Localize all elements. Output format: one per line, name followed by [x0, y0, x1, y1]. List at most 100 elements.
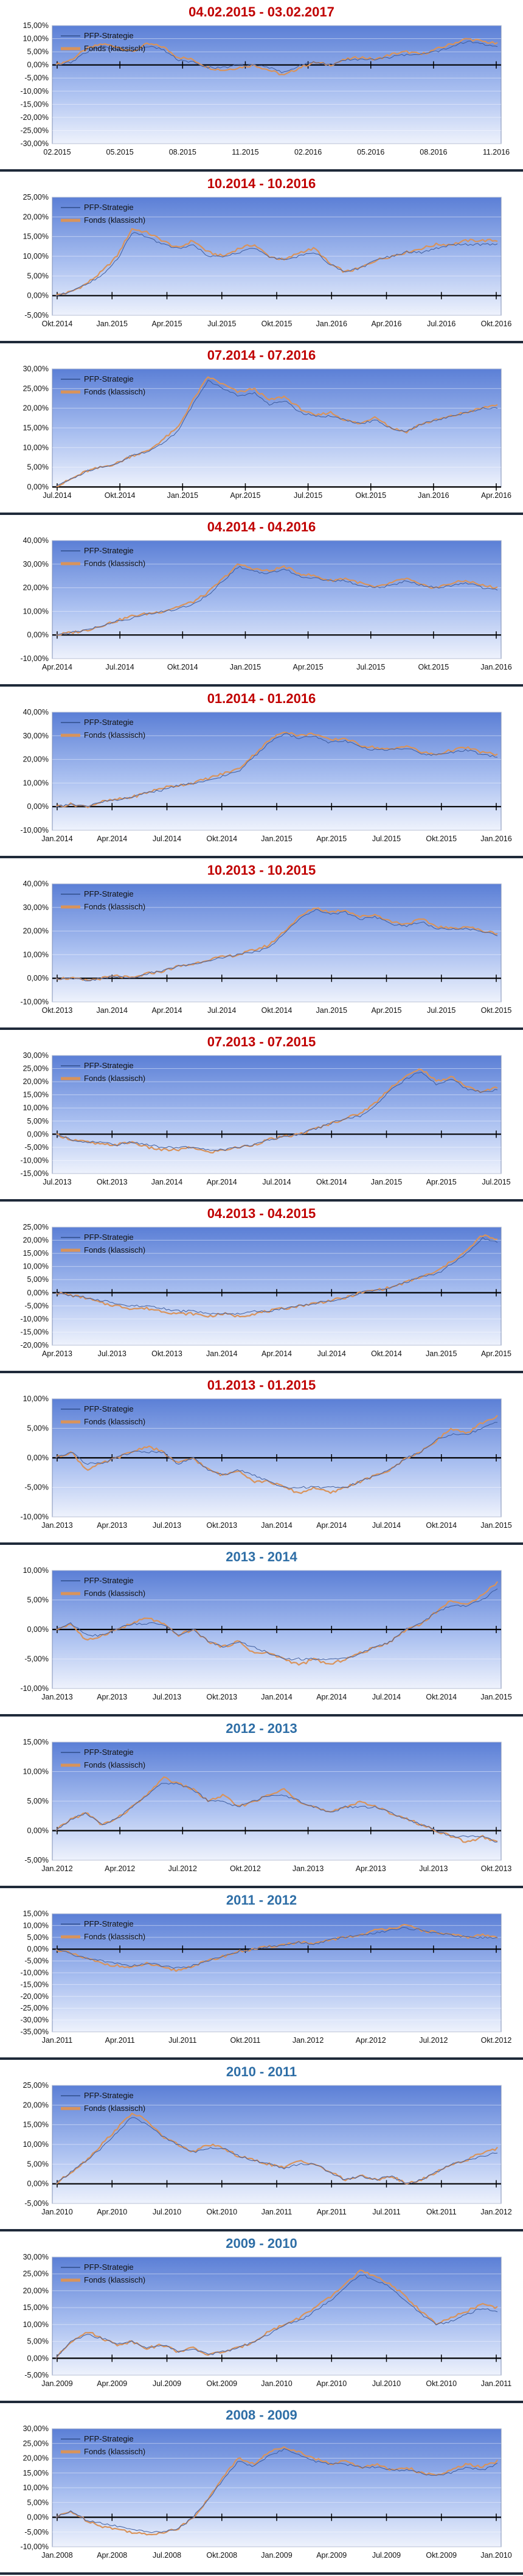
- x-tick-label: 02.2016: [294, 148, 322, 156]
- x-tick-label: Jul.2013: [98, 1349, 126, 1358]
- x-tick-label: Apr.2010: [97, 2208, 127, 2216]
- y-tick-label: 10,00%: [23, 1566, 49, 1575]
- x-tick-label: Apr.2015: [230, 491, 260, 500]
- y-tick-label: 5,00%: [27, 1275, 49, 1284]
- x-tick-label: Jul.2015: [294, 491, 322, 500]
- x-tick-label: 11.2015: [232, 148, 258, 156]
- chart-svg: 07.2014 - 07.2016 30,00% 25,00% 20,00% 15,00…: [23, 348, 511, 500]
- series-line: [55, 2448, 498, 2533]
- x-tick-label: Jul.2014: [262, 1178, 291, 1186]
- y-tick-label: 0,00%: [27, 292, 49, 300]
- x-tick-label: Jan.2014: [151, 1178, 182, 1186]
- x-tick-label: Jan.2015: [480, 1693, 511, 1701]
- x-tick-label: Jul.2009: [153, 2379, 181, 2388]
- x-tick-label: Jan.2013: [293, 1864, 324, 1873]
- y-tick-label: 25,00%: [23, 2081, 49, 2090]
- y-tick-label: 15,00%: [23, 2121, 49, 2129]
- y-tick-label: -5,00%: [24, 2371, 49, 2379]
- y-tick-label: -10,00%: [20, 1156, 49, 1164]
- x-tick-label: Apr.2014: [207, 1178, 237, 1186]
- chart-panel: 04.2013 - 04.2015 25,00% 20,00% 15,00% 10,00…: [0, 1202, 523, 1373]
- x-tick-label: Apr.2010: [316, 2379, 347, 2388]
- x-tick-label: Apr.2013: [356, 1864, 386, 1873]
- series-line: [55, 563, 498, 636]
- legend-label: Fonds (klassisch): [84, 215, 145, 225]
- y-tick-label: 5,00%: [27, 1424, 49, 1433]
- legend: PFP-Strategie Fonds (klassisch): [61, 1404, 145, 1426]
- legend: PFP-Strategie Fonds (klassisch): [61, 889, 145, 911]
- x-tick-label: Apr.2016: [481, 491, 511, 500]
- plot-area: [52, 1741, 502, 1861]
- y-tick-label: 0,00%: [27, 2180, 49, 2188]
- y-tick-label: 10,00%: [23, 1104, 49, 1112]
- legend-label: PFP-Strategie: [84, 1576, 134, 1585]
- chart-panel: 07.2014 - 07.2016 30,00% 25,00% 20,00% 15,00…: [0, 343, 523, 515]
- x-tick-label: 08.2015: [169, 148, 196, 156]
- series-line: [55, 1581, 498, 1666]
- y-tick-label: 30,00%: [23, 903, 49, 912]
- chart-panel: 2013 - 2014 10,00% 5,00% 0,00% -5,00% -10,00%…: [0, 1545, 523, 1717]
- x-tick-label: Jul.2014: [372, 1521, 401, 1530]
- x-tick-label: Okt.2010: [426, 2379, 457, 2388]
- series-line: [55, 1422, 497, 1489]
- x-tick-label: Okt.2014: [426, 1521, 457, 1530]
- y-tick-label: -5,00%: [24, 2199, 49, 2208]
- y-tick-label: 10,00%: [23, 1921, 49, 1930]
- panel-separator: [0, 1542, 523, 1545]
- chart-title: 04.02.2015 - 03.02.2017: [189, 4, 334, 19]
- x-tick-label: Jan.2015: [426, 1349, 457, 1358]
- panel-separator: [0, 684, 523, 687]
- series-line: [55, 2117, 498, 2185]
- y-tick-label: -30,00%: [20, 139, 49, 148]
- y-tick-label: -10,00%: [20, 826, 49, 835]
- chart-svg: 04.02.2015 - 03.02.2017 15,00% 10,00% 5,00%…: [20, 4, 510, 156]
- y-tick-label: -30,00%: [20, 2016, 49, 2025]
- x-tick-label: Jan.2015: [261, 835, 292, 843]
- y-tick-label: 0,00%: [27, 1289, 49, 1297]
- chart-title: 04.2014 - 04.2016: [207, 519, 316, 534]
- x-tick-label: Okt.2014: [42, 320, 73, 328]
- x-tick-label: Jan.2015: [480, 1521, 511, 1530]
- legend: PFP-Strategie Fonds (klassisch): [61, 374, 145, 396]
- x-tick-label: Jan.2016: [316, 320, 347, 328]
- panel-separator: [0, 856, 523, 858]
- y-tick-label: -5,00%: [24, 1856, 49, 1864]
- x-tick-label: Apr.2009: [97, 2379, 127, 2388]
- y-tick-label: 0,00%: [27, 1625, 49, 1634]
- legend-label: PFP-Strategie: [84, 1404, 134, 1413]
- y-tick-label: 5,00%: [27, 271, 49, 280]
- chart-title: 01.2014 - 01.2016: [207, 691, 316, 706]
- chart-title: 2010 - 2011: [226, 2064, 297, 2079]
- y-tick-label: -10,00%: [20, 654, 49, 663]
- y-tick-label: 10,00%: [23, 950, 49, 959]
- y-tick-label: 30,00%: [23, 365, 49, 373]
- x-tick-label: Jul.2015: [427, 1006, 455, 1015]
- y-tick-label: -10,00%: [20, 87, 49, 96]
- x-tick-label: Jan.2015: [167, 491, 198, 500]
- x-tick-label: Apr.2015: [316, 835, 347, 843]
- y-tick-label: 5,00%: [27, 1117, 49, 1125]
- x-tick-label: Jan.2015: [316, 1006, 347, 1015]
- y-tick-label: 15,00%: [23, 2303, 49, 2312]
- y-tick-label: 20,00%: [23, 2454, 49, 2463]
- y-tick-label: 5,00%: [27, 47, 49, 56]
- y-tick-label: 10,00%: [23, 35, 49, 43]
- x-tick-label: Okt.2013: [481, 1864, 512, 1873]
- legend-label: Fonds (klassisch): [84, 2447, 145, 2456]
- plot-area: [52, 540, 502, 659]
- y-tick-label: 15,00%: [23, 1249, 49, 1258]
- x-tick-label: Jul.2015: [482, 1178, 510, 1186]
- y-tick-label: 5,00%: [27, 2160, 49, 2168]
- series-line: [55, 732, 498, 807]
- panel-separator: [0, 169, 523, 172]
- y-tick-label: 30,00%: [23, 1051, 49, 1060]
- y-tick-label: -5,00%: [24, 74, 49, 82]
- chart-title: 01.2013 - 01.2015: [207, 1377, 316, 1393]
- x-tick-label: Jul.2010: [153, 2208, 181, 2216]
- legend-label: Fonds (klassisch): [84, 1417, 145, 1426]
- y-tick-label: 0,00%: [27, 2513, 49, 2522]
- x-tick-label: Jul.2009: [372, 2551, 401, 2560]
- x-tick-label: Apr.2014: [97, 835, 127, 843]
- x-tick-label: Jan.2014: [97, 1006, 128, 1015]
- chart-title: 2009 - 2010: [226, 2236, 297, 2251]
